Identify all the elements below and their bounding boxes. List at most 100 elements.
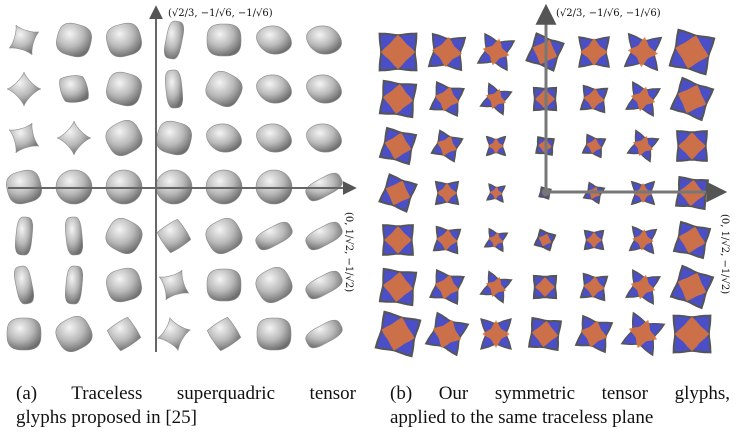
tensor-glyph-stripe: [586, 138, 602, 154]
superquadric-glyph: [305, 319, 343, 349]
superquadric-glyph: [206, 268, 242, 302]
panel-a-svg: (√2/3, −1/√6, −1/√6) (0, 1/√2, −1/√2): [6, 5, 357, 352]
tensor-glyph-stripe: [487, 137, 505, 155]
superquadric-glyph: [206, 23, 242, 57]
superquadric-glyph: [156, 218, 192, 254]
superquadric-glyph: [55, 316, 93, 352]
tensor-glyph-stripe: [675, 35, 709, 69]
origin-dot-b: [542, 188, 550, 196]
caption-b-line1: (b) Our symmetric tensor glyphs,: [390, 383, 730, 404]
tensor-glyph-stripe: [432, 319, 462, 349]
superquadric-glyph: [205, 71, 243, 107]
tensor-glyph-stripe: [432, 37, 462, 67]
tensor-glyph-stripe: [482, 38, 510, 66]
superquadric-glyph: [163, 20, 185, 60]
tensor-glyph-stripe: [583, 88, 605, 110]
tensor-glyph-stripe: [383, 84, 413, 114]
glyph-grid-b: [374, 28, 716, 358]
superquadric-glyph: [306, 123, 342, 153]
superquadric-glyph: [13, 265, 35, 305]
tensor-glyph-stripe: [380, 34, 416, 70]
tensor-glyph-stripe: [383, 272, 413, 302]
superquadric-glyph: [158, 269, 190, 301]
tensor-glyph-stripe: [437, 136, 457, 156]
superquadric-glyph: [306, 74, 342, 104]
superquadric-glyph: [256, 74, 292, 104]
superquadric-glyph: [8, 24, 40, 56]
superquadric-glyph: [205, 218, 243, 254]
superquadric-glyph: [157, 317, 191, 351]
tensor-glyph-stripe: [385, 180, 411, 206]
tensor-glyph-stripe: [531, 320, 559, 348]
superquadric-glyph: [305, 221, 343, 251]
tensor-glyph-stripe: [489, 186, 503, 200]
superquadric-glyph: [256, 317, 292, 351]
superquadric-glyph: [305, 270, 343, 300]
panel-a-figure: (√2/3, −1/√6, −1/√6) (0, 1/√2, −1/√2): [0, 0, 362, 372]
superquadric-glyph: [6, 317, 42, 351]
superquadric-glyph: [206, 123, 242, 153]
tensor-glyph-stripe: [436, 229, 458, 251]
superquadric-glyph: [106, 267, 142, 303]
superquadric-glyph: [106, 71, 142, 107]
caption-b-line2: applied to the same traceless plane: [390, 407, 654, 428]
superquadric-glyph: [64, 265, 84, 305]
tensor-glyph-stripe: [677, 272, 707, 302]
superquadric-glyph: [56, 120, 92, 156]
tensor-glyph-stripe: [482, 320, 510, 348]
glyph-grid-a: [6, 20, 343, 352]
tensor-glyph-stripe: [488, 232, 504, 248]
tensor-glyph-stripe: [486, 277, 506, 297]
tensor-glyph-stripe: [677, 84, 707, 114]
superquadric-glyph: [255, 267, 293, 303]
panel-b-figure: (√2/3, −1/√6, −1/√6) (0, 1/√2, −1/√2): [368, 0, 740, 372]
superquadric-glyph: [105, 218, 143, 254]
tensor-glyph-stripe: [583, 276, 605, 298]
caption-a-line2: glyphs proposed in [25]: [16, 407, 198, 428]
superquadric-glyph: [6, 71, 42, 107]
tensor-glyph-stripe: [678, 226, 706, 254]
axis-x-label-b: (0, 1/√2, −1/√2): [719, 214, 730, 294]
superquadric-glyph: [206, 316, 242, 352]
superquadric-glyph: [64, 216, 84, 256]
tensor-glyph-stripe: [580, 320, 608, 348]
tensor-glyph-stripe: [486, 89, 506, 109]
axis-y-label-b: (√2/3, −1/√6, −1/√6): [556, 8, 661, 19]
caption-b: (b) Our symmetric tensor glyphs, applied…: [390, 382, 730, 430]
tensor-glyph-stripe: [630, 86, 656, 112]
superquadric-glyph: [306, 25, 342, 55]
panel-b-svg: (√2/3, −1/√6, −1/√6) (0, 1/√2, −1/√2): [374, 3, 730, 358]
superquadric-glyph: [256, 123, 292, 153]
superquadric-glyph: [164, 69, 184, 109]
superquadric-glyph: [14, 216, 34, 256]
tensor-glyph-stripe: [580, 38, 608, 66]
superquadric-glyph: [59, 75, 89, 103]
axis-y-label-a: (√2/3, −1/√6, −1/√6): [168, 8, 273, 19]
tensor-glyph-stripe: [633, 136, 653, 156]
axis-x-label-a: (0, 1/√2, −1/√2): [343, 212, 354, 292]
superquadric-glyph: [156, 120, 192, 156]
superquadric-glyph: [256, 25, 292, 55]
tensor-glyph-stripe: [630, 274, 656, 300]
caption-a: (a) Traceless superquadric tensor glyphs…: [16, 382, 356, 430]
superquadric-glyph: [56, 22, 92, 58]
superquadric-glyph: [105, 120, 143, 156]
superquadric-glyph: [106, 316, 142, 352]
tensor-glyph-stripe: [535, 277, 555, 297]
caption-a-line1: (a) Traceless superquadric tensor: [16, 383, 356, 404]
tensor-glyph-stripe: [434, 274, 460, 300]
tensor-glyph-stripe: [674, 316, 710, 352]
tensor-glyph-stripe: [384, 226, 412, 254]
tensor-glyph-stripe: [585, 231, 603, 249]
tensor-glyph-stripe: [437, 183, 457, 203]
tensor-glyph-stripe: [632, 229, 654, 251]
tensor-glyph-stripe: [538, 233, 552, 247]
tensor-glyph-stripe: [628, 319, 658, 349]
tensor-glyph-stripe: [434, 86, 460, 112]
tensor-glyph-stripe: [381, 317, 415, 351]
superquadric-glyph: [255, 221, 293, 251]
tensor-glyph-stripe: [678, 132, 706, 160]
superquadric-glyph: [8, 122, 40, 154]
tensor-glyph-stripe: [628, 37, 658, 67]
tensor-glyph-stripe: [384, 132, 412, 160]
